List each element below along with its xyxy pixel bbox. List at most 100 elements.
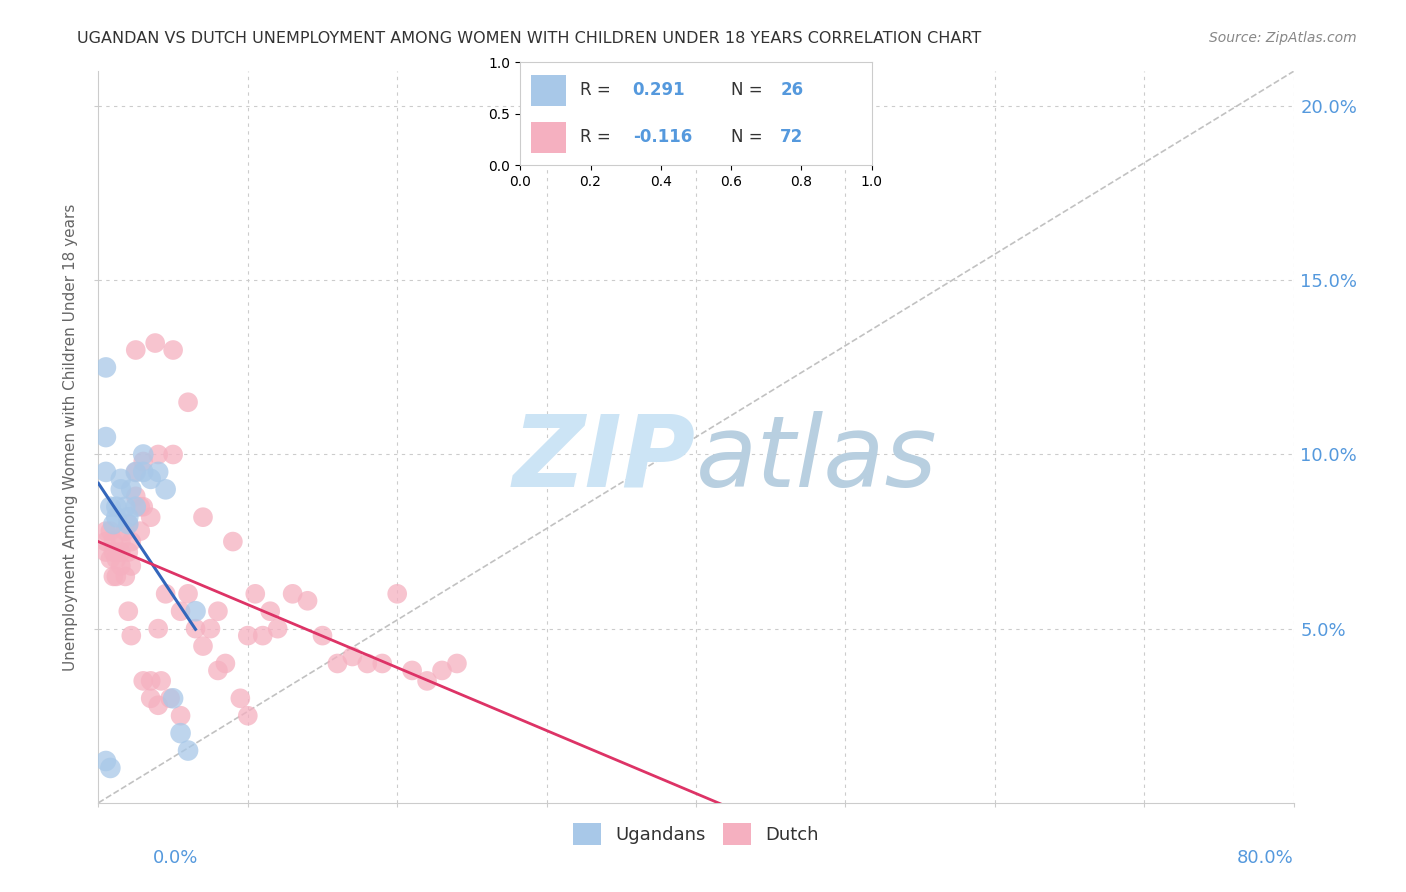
Point (169, 604, 191, 618)
Point (103, 569, 125, 583)
Point (110, 472, 132, 486)
Point (162, 448, 184, 462)
Point (162, 691, 184, 706)
Point (252, 629, 274, 643)
Point (125, 465, 148, 479)
Point (371, 657, 394, 671)
Text: 80.0%: 80.0% (1237, 849, 1294, 867)
Point (125, 465, 148, 479)
Point (326, 657, 349, 671)
Point (117, 604, 139, 618)
Point (94, 360, 117, 375)
Point (139, 472, 162, 486)
Point (94, 524, 117, 538)
Point (105, 500, 128, 514)
Point (117, 545, 139, 559)
Point (385, 587, 409, 601)
Bar (531, 75, 565, 105)
Point (114, 569, 136, 583)
Point (105, 569, 128, 583)
Text: 0.291: 0.291 (633, 81, 685, 99)
Point (143, 336, 166, 351)
Point (117, 510, 139, 524)
Point (94, 430, 117, 444)
Legend: Ugandans, Dutch: Ugandans, Dutch (567, 816, 825, 852)
Point (150, 673, 173, 688)
Point (245, 587, 267, 601)
Point (169, 708, 191, 723)
Point (132, 465, 155, 479)
Point (177, 395, 200, 409)
Point (162, 343, 184, 357)
Point (155, 483, 177, 497)
Point (132, 448, 155, 462)
Point (94, 465, 117, 479)
Text: UGANDAN VS DUTCH UNEMPLOYMENT AMONG WOMEN WITH CHILDREN UNDER 18 YEARS CORRELATI: UGANDAN VS DUTCH UNEMPLOYMENT AMONG WOME… (77, 31, 981, 46)
Point (155, 587, 177, 601)
Point (94, 545, 117, 559)
Point (117, 517, 139, 532)
Text: Source: ZipAtlas.com: Source: ZipAtlas.com (1209, 31, 1357, 45)
Point (120, 534, 142, 549)
Point (342, 649, 364, 664)
Point (105, 552, 128, 566)
Point (148, 698, 170, 713)
Point (311, 629, 333, 643)
Text: N =: N = (731, 128, 768, 146)
Point (125, 489, 148, 503)
Point (214, 657, 236, 671)
Point (110, 483, 132, 497)
Point (132, 500, 155, 514)
Point (129, 500, 152, 514)
Point (207, 664, 229, 678)
Text: R =: R = (581, 128, 616, 146)
Point (125, 500, 148, 514)
Point (259, 604, 281, 618)
Point (98, 552, 122, 566)
Point (177, 743, 200, 757)
Point (114, 524, 136, 538)
Point (229, 691, 252, 706)
Point (120, 629, 142, 643)
Point (132, 454, 155, 468)
Point (159, 691, 181, 706)
Point (94, 754, 117, 768)
Point (105, 510, 128, 524)
Point (103, 545, 125, 559)
Point (117, 517, 139, 532)
Text: atlas: atlas (696, 410, 938, 508)
Point (148, 622, 170, 636)
Point (125, 343, 148, 357)
Text: 26: 26 (780, 81, 803, 99)
Point (139, 510, 162, 524)
Point (129, 524, 152, 538)
Point (110, 534, 132, 549)
Point (110, 545, 132, 559)
Text: 72: 72 (780, 128, 804, 146)
Y-axis label: Unemployment Among Women with Children Under 18 years: Unemployment Among Women with Children U… (63, 203, 79, 671)
Point (110, 558, 132, 573)
Point (114, 500, 136, 514)
Point (98, 500, 122, 514)
Point (430, 664, 453, 678)
Point (94, 534, 117, 549)
Point (98, 761, 122, 775)
Point (98, 524, 122, 538)
Text: ZIP: ZIP (513, 410, 696, 508)
Text: R =: R = (581, 81, 616, 99)
Point (446, 657, 468, 671)
Point (297, 594, 319, 608)
Point (103, 517, 125, 532)
Point (236, 629, 259, 643)
Point (281, 587, 304, 601)
Point (401, 664, 423, 678)
Point (191, 639, 214, 653)
Point (191, 510, 214, 524)
Bar (531, 122, 565, 153)
Point (148, 465, 170, 479)
Text: N =: N = (731, 81, 768, 99)
Point (169, 726, 191, 740)
Point (207, 604, 229, 618)
Point (139, 691, 162, 706)
Point (148, 448, 170, 462)
